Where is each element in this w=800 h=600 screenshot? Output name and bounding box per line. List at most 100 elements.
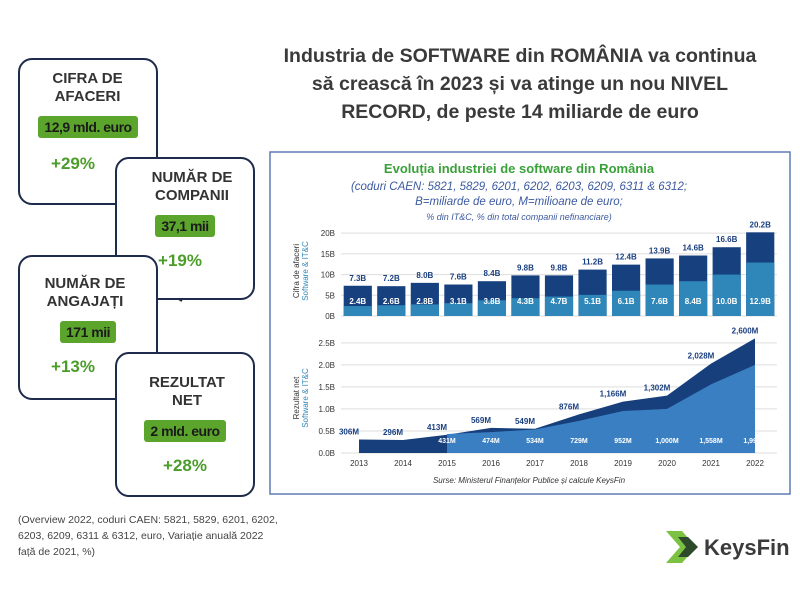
bar-label: 7.6B — [651, 297, 668, 306]
x-tick-label: 2018 — [570, 459, 588, 468]
bar — [377, 305, 406, 316]
bar-label: 8.0B — [416, 271, 433, 280]
card-value: 12,9 mld. euro — [38, 116, 138, 138]
x-tick-label: 2019 — [614, 459, 632, 468]
point-label: 1,558M — [699, 438, 723, 445]
title: Industria de SOFTWARE din ROMÂNIA va con… — [283, 45, 757, 123]
card-label: NUMĂR DE ANGAJAȚI — [44, 275, 126, 310]
y-axis-label: Software & IT&C — [301, 241, 310, 301]
bar — [343, 306, 372, 316]
card-value: 2 mld. euro — [144, 420, 226, 442]
bar-label: 13.9B — [649, 246, 671, 255]
bar-label: 16.6B — [716, 235, 738, 244]
card-value: 171 mii — [60, 321, 116, 343]
point-label: 306M — [339, 428, 359, 437]
point-label: 1,302M — [644, 384, 671, 393]
bar-label: 2.8B — [416, 297, 433, 306]
point-label: 952M — [614, 438, 632, 445]
y-tick-label: 2.5B — [319, 339, 335, 348]
bar — [746, 262, 775, 316]
x-tick-label: 2017 — [526, 459, 544, 468]
bar-label: 11.2B — [582, 258, 603, 267]
y-axis-label: Software & IT&C — [301, 368, 310, 428]
x-tick-label: 2022 — [746, 459, 764, 468]
point-label: 569M — [471, 416, 491, 425]
bar-label: 7.6B — [450, 273, 467, 282]
y-tick-label: 15B — [321, 250, 335, 259]
bar — [645, 284, 674, 316]
y-tick-label: 1.0B — [319, 405, 335, 414]
card-label: REZULTAT NET — [149, 374, 225, 409]
bar-label: 7.3B — [349, 274, 366, 283]
point-label: 296M — [383, 428, 403, 437]
point-label: 729M — [570, 438, 588, 445]
x-tick-label: 2014 — [394, 459, 412, 468]
point-label: 1,000M — [655, 438, 679, 445]
bar-label: 8.4B — [483, 269, 500, 278]
bar-label: 6.1B — [618, 297, 635, 306]
y-tick-label: 20B — [321, 229, 335, 238]
chart-subtitle: % din IT&C, % din total companii nefinan… — [426, 212, 612, 222]
x-tick-label: 2016 — [482, 459, 500, 468]
note: (Overview 2022, coduri CAEN: 5821, 5829,… — [18, 514, 278, 558]
bar — [410, 304, 439, 316]
bar — [712, 274, 741, 316]
bar — [611, 290, 641, 316]
y-axis-label: Cifra de afaceri — [292, 244, 301, 298]
x-tick-label: 2015 — [438, 459, 456, 468]
chart-subtitle: (coduri CAEN: 5821, 5829, 6201, 6202, 62… — [351, 181, 687, 193]
bar-label: 8.4B — [685, 297, 702, 306]
bar-label: 4.7B — [551, 297, 568, 306]
card-label: NUMĂR DE COMPANII — [151, 169, 233, 204]
point-label: 549M — [515, 417, 535, 426]
y-tick-label: 0B — [325, 312, 335, 321]
chart-subtitle: B=miliarde de euro, M=milioane de euro; — [415, 196, 623, 208]
bar — [544, 296, 574, 316]
bar-label: 2.4B — [349, 297, 366, 306]
bar-label: 3.1B — [450, 297, 467, 306]
point-label: 1,999M — [743, 438, 767, 445]
bar-label: 12.4B — [615, 253, 637, 262]
bar — [477, 300, 507, 316]
chart-source: Surse: Ministerul Finanțelor Publice și … — [433, 476, 626, 485]
card-change: +29% — [51, 154, 95, 173]
card-value: 37,1 mii — [155, 215, 215, 237]
bar-label: 12.9B — [750, 297, 772, 306]
bar — [679, 281, 708, 316]
bar-label: 2.6B — [383, 297, 400, 306]
point-label: 876M — [559, 402, 579, 411]
logo-icon — [678, 537, 698, 557]
point-label: 431M — [438, 438, 456, 445]
bar-label: 9.8B — [517, 263, 534, 272]
bar — [578, 294, 607, 316]
point-label: 2,600M — [732, 326, 759, 335]
bar-label: 5.1B — [584, 297, 601, 306]
bar-label: 10.0B — [716, 297, 738, 306]
point-label: 534M — [526, 438, 544, 445]
y-tick-label: 0.0B — [319, 449, 335, 458]
bar — [444, 303, 473, 316]
x-tick-label: 2013 — [350, 459, 368, 468]
point-label: 2,028M — [688, 352, 715, 361]
bar-label: 3.8B — [483, 297, 500, 306]
area — [447, 364, 755, 453]
bar-label: 7.2B — [383, 274, 400, 283]
card-change: +28% — [163, 456, 207, 475]
point-label: 474M — [482, 438, 500, 445]
bar — [511, 298, 540, 316]
x-tick-label: 2021 — [702, 459, 720, 468]
bar-label: 4.3B — [517, 297, 534, 306]
y-tick-label: 1.5B — [319, 383, 335, 392]
card-label: CIFRA DE AFACERI — [52, 70, 123, 105]
bar-label: 9.8B — [551, 263, 568, 272]
y-tick-label: 0.5B — [319, 427, 335, 436]
card: REZULTAT NET 2 mld. euro +28% — [115, 352, 255, 497]
bar-label: 14.6B — [682, 244, 704, 253]
logo: KeysFin — [666, 531, 790, 563]
chart-title: Evoluția industriei de software din Româ… — [384, 161, 655, 176]
x-tick-label: 2020 — [658, 459, 676, 468]
chart: Evoluția industriei de software din Româ… — [269, 151, 791, 495]
y-tick-label: 2.0B — [319, 361, 335, 370]
point-label: 1,166M — [600, 390, 627, 399]
